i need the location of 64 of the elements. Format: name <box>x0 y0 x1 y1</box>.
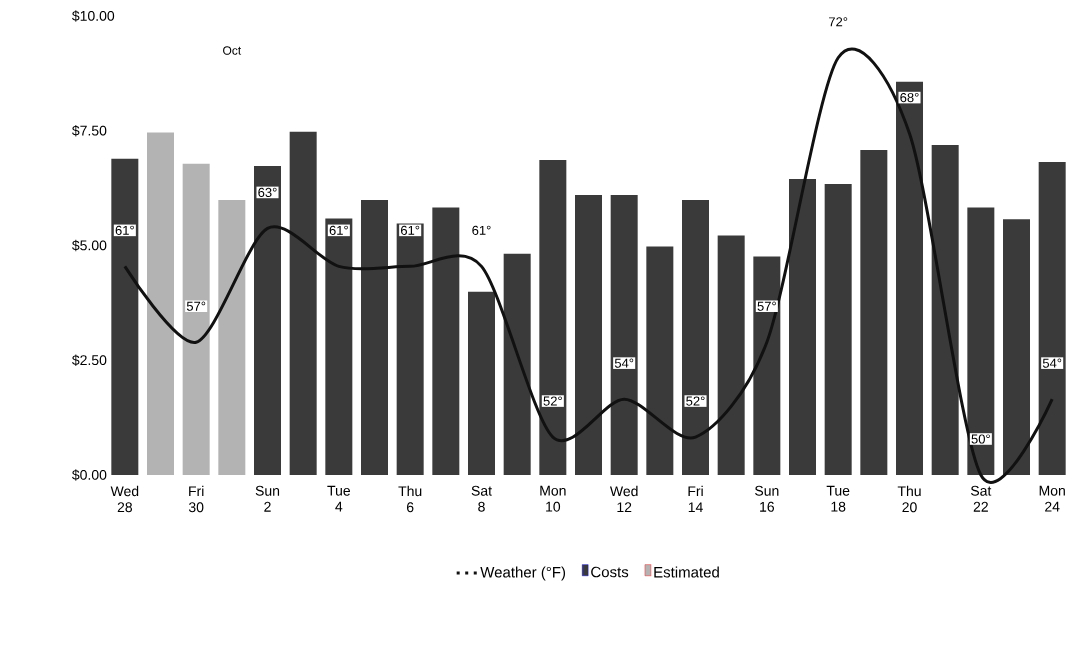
legend-label: Estimated <box>654 566 719 578</box>
x-tick-label: Fri 14 <box>688 485 703 513</box>
legend-label: Weather (°F) <box>480 566 566 581</box>
x-tick-label: Wed 28 <box>110 485 139 513</box>
data-label: 52° <box>543 396 562 406</box>
data-label: 52° <box>686 396 705 406</box>
data-label: 54° <box>614 358 634 368</box>
y-tick-label: $0.00 <box>72 469 107 481</box>
bar <box>1038 161 1066 475</box>
bar <box>254 166 281 475</box>
bar <box>789 178 817 475</box>
x-tick-label: Tue 4 <box>327 485 351 512</box>
data-label: 63° <box>258 187 277 198</box>
data-label: 61° <box>401 225 420 235</box>
y-tick-label: $7.50 <box>72 125 107 137</box>
bar <box>753 256 781 475</box>
bar <box>539 160 567 475</box>
y-tick-label: $2.50 <box>72 354 107 366</box>
data-label: 68° <box>900 92 919 103</box>
y-tick-label: $10.00 <box>72 10 115 22</box>
x-tick-label: Sat 8 <box>471 485 492 512</box>
bar <box>610 195 638 475</box>
x-tick-label: Sun 2 <box>255 485 280 512</box>
bar <box>503 253 531 475</box>
bar <box>824 183 852 475</box>
bar <box>717 235 745 475</box>
bar <box>575 195 602 475</box>
bar <box>1003 219 1031 475</box>
data-label: 54° <box>1042 358 1062 368</box>
bar <box>361 200 388 475</box>
bar <box>111 158 139 475</box>
bar <box>325 218 353 475</box>
x-tick-label: Fri 30 <box>188 485 204 513</box>
x-tick-label: Mon 24 <box>1039 485 1065 512</box>
bar <box>147 132 174 475</box>
data-label: 50° <box>971 434 990 444</box>
bar <box>931 144 959 475</box>
bar <box>396 223 424 475</box>
bar <box>218 200 246 475</box>
legend-label: Costs <box>591 566 629 578</box>
data-label: 72° <box>829 17 848 27</box>
data-label: 57° <box>186 301 206 311</box>
annotation: Oct <box>223 46 242 55</box>
data-label: 61° <box>472 225 491 235</box>
x-tick-label: Thu 20 <box>897 485 921 513</box>
x-tick-label: Mon 10 <box>540 485 566 512</box>
data-label: 61° <box>115 225 134 235</box>
data-label: 57° <box>757 301 776 311</box>
y-tick-label: $5.00 <box>72 239 107 252</box>
bar <box>468 291 495 475</box>
x-tick-label: Wed 12 <box>609 485 638 513</box>
bar <box>896 81 924 475</box>
x-tick-label: Thu 6 <box>398 485 422 513</box>
x-tick-label: Sun 16 <box>755 485 779 512</box>
bar <box>682 200 710 475</box>
bar <box>860 150 888 475</box>
bar <box>967 207 995 475</box>
bar <box>432 207 460 475</box>
bar <box>182 163 210 475</box>
x-tick-label: Sat 22 <box>970 485 992 512</box>
data-label: 61° <box>329 225 348 235</box>
bar <box>289 131 317 475</box>
bar <box>646 246 674 475</box>
x-tick-label: Tue 18 <box>826 485 850 512</box>
